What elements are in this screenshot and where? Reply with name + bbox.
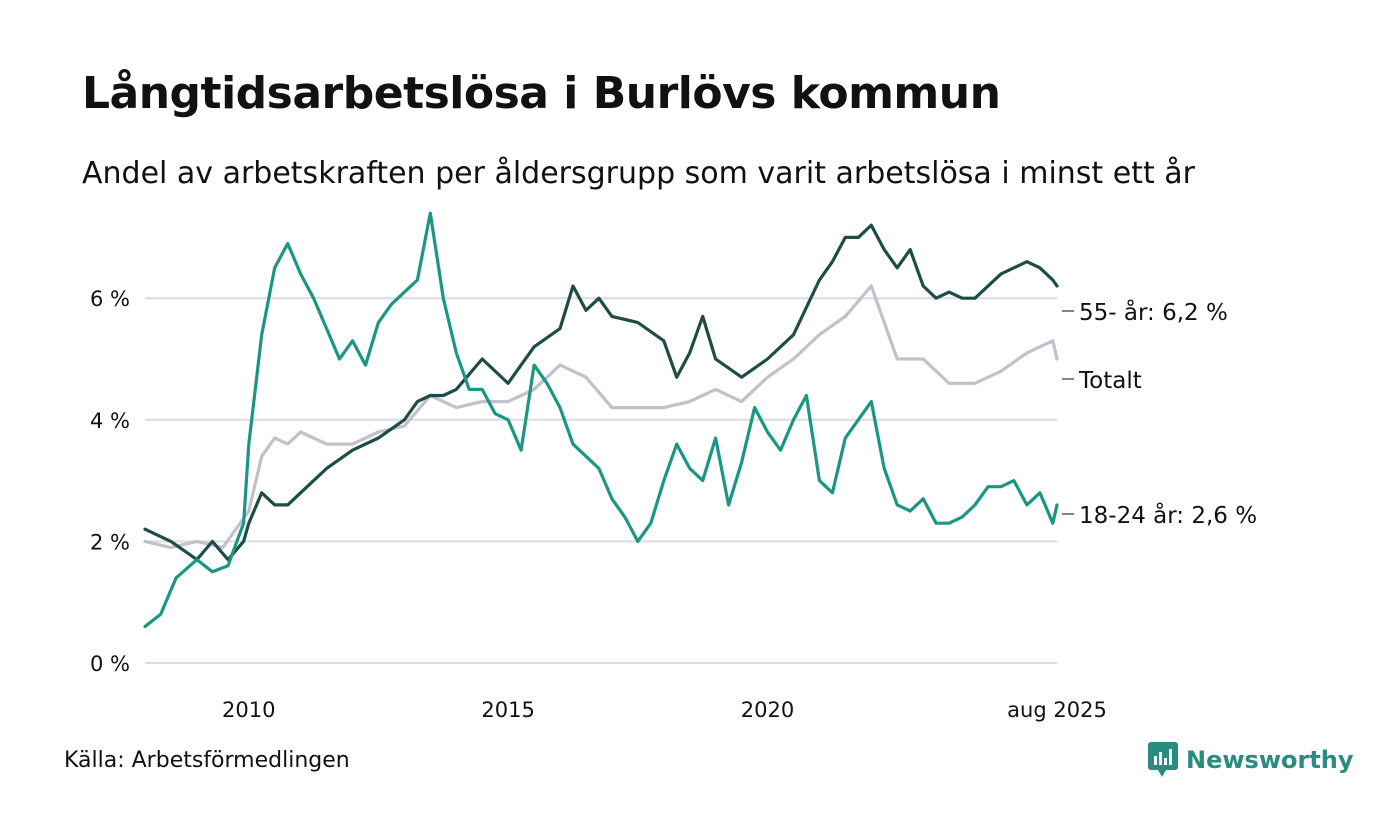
grid-lines [145,297,1057,664]
x-axis-labels: 2010 2015 2020 aug 2025 [222,698,1107,722]
x-tick-label: aug 2025 [1007,698,1107,722]
y-tick-label: 2 % [90,530,130,554]
series-end-label: 55- år: 6,2 % [1079,298,1228,326]
chart-subtitle: Andel av arbetskraften per åldersgrupp s… [82,156,1195,191]
brand-logo: Newsworthy [1148,742,1354,778]
series-line [143,223,1059,562]
y-tick-label: 6 % [90,287,130,311]
x-tick-label: 2015 [481,698,534,722]
source-note: Källa: Arbetsförmedlingen [64,748,350,773]
series-end-labels: Totalt 55- år: 6,2 % 18-24 år: 2,6 % [1062,298,1257,529]
x-tick-label: 2010 [222,698,275,722]
newsworthy-logo-icon [1148,742,1178,777]
series-line [143,211,1059,629]
y-tick-label: 4 % [90,409,130,433]
x-tick-label: 2020 [741,698,794,722]
chart-title: Långtidsarbetslösa i Burlövs kommun [82,68,1001,119]
line-chart: 0 % 2 % 4 % 6 % 2010 2015 2020 aug 2025 Totalt… [90,211,1257,722]
series-line [143,284,1059,550]
brand-name: Newsworthy [1186,746,1354,774]
y-tick-label: 0 % [90,652,130,676]
series-lines [143,211,1059,629]
y-axis-labels: 0 % 2 % 4 % 6 % [90,287,130,676]
series-end-label: Totalt [1078,368,1142,394]
series-end-label: 18-24 år: 2,6 % [1079,501,1257,529]
